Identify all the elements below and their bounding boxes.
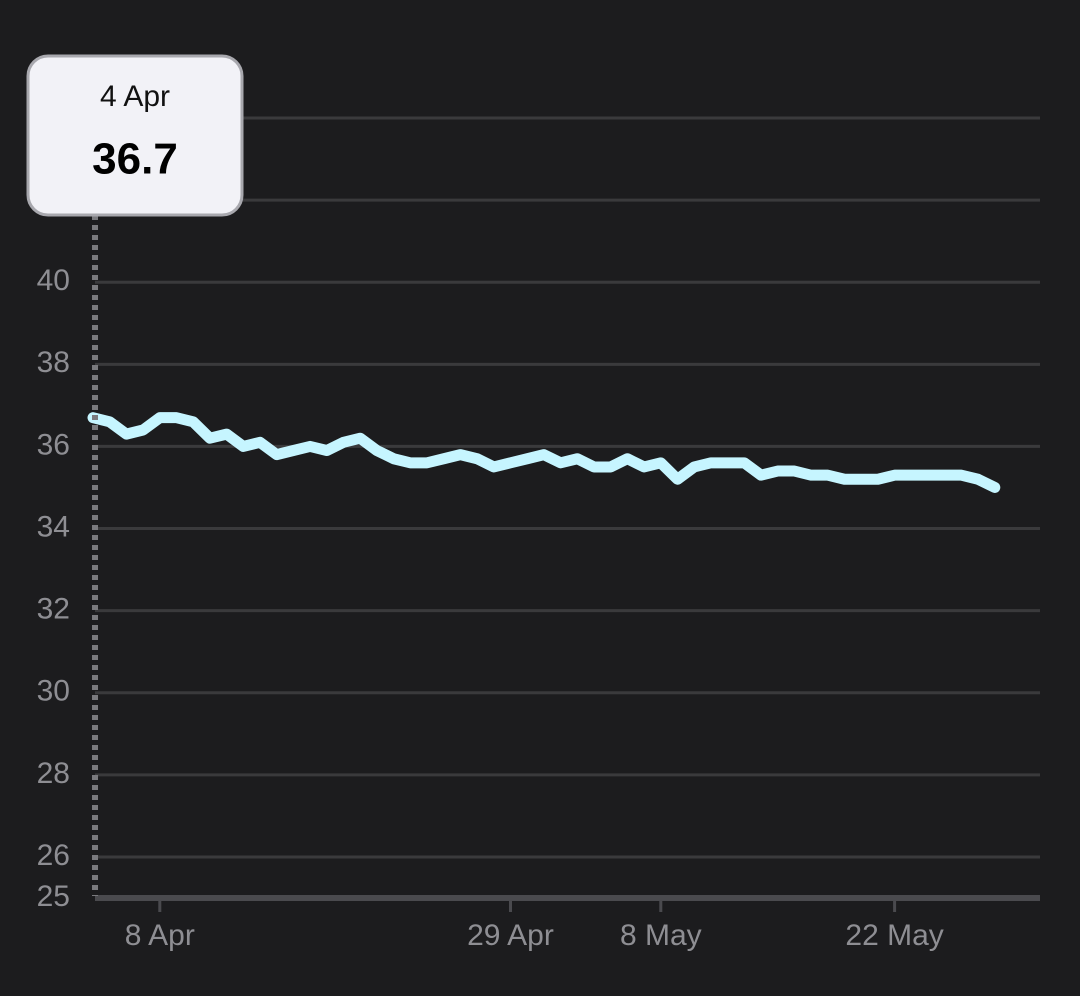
y-tick-label: 25: [37, 880, 70, 913]
y-tick-label: 36: [37, 428, 70, 461]
x-tick-label: 8 Apr: [125, 919, 195, 952]
tooltip-value: 36.7: [92, 135, 178, 184]
x-tick-label: 29 Apr: [467, 919, 554, 952]
y-tick-label: 40: [37, 264, 70, 297]
y-tick-label: 34: [37, 510, 70, 543]
tooltip-date: 4 Apr: [100, 80, 170, 113]
x-tick-label: 8 May: [620, 919, 702, 952]
line: [87, 412, 1001, 493]
tooltip: [26, 54, 244, 217]
y-tick-label: 38: [37, 346, 70, 379]
y-tick-label: 28: [37, 757, 70, 790]
y-tick-label: 26: [37, 839, 70, 872]
y-tick-label: 32: [37, 593, 70, 626]
y-tick-label: 30: [37, 675, 70, 708]
x-tick-label: 22 May: [845, 919, 943, 952]
